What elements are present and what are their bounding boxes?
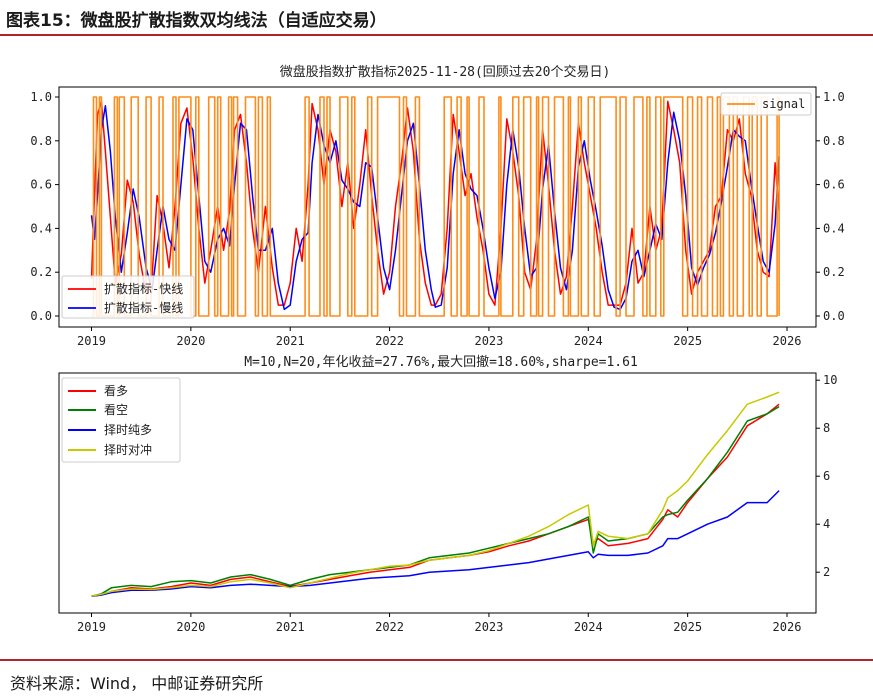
chart2-plot-frame <box>58 372 817 614</box>
x-tick-label: 2024 <box>574 334 603 348</box>
chart1-title: 微盘股指数扩散指标2025-11-28(回顾过去20个交易日) <box>280 64 611 80</box>
y-right-tick-label: 0.0 <box>823 309 845 323</box>
chart2-series-group <box>91 391 780 597</box>
x-tick-label: 2020 <box>176 620 205 634</box>
x-tick-label: 2019 <box>77 620 106 634</box>
legend-label-fast: 扩散指标-快线 <box>104 281 183 296</box>
chart2-title: M=10,N=20,年化收益=27.76%,最大回撤=18.60%,sharpe… <box>244 354 638 370</box>
y-right-tick-label: 0.2 <box>823 265 845 279</box>
y-left-tick-label: 0.8 <box>30 134 52 148</box>
chart1-series-1 <box>90 105 780 311</box>
chart1-series-2 <box>91 96 780 317</box>
x-tick-label: 2025 <box>673 620 702 634</box>
x-tick-label: 2021 <box>276 334 305 348</box>
x-tick-label: 2021 <box>276 620 305 634</box>
chart2-series-2 <box>91 490 780 597</box>
chart1-legend-right: signal <box>720 92 812 116</box>
y-right-tick-label: 0.4 <box>823 221 845 235</box>
legend-label-slow: 扩散指标-慢线 <box>104 300 183 315</box>
source-note: 资料来源：Wind， 中邮证券研究所 <box>10 674 264 693</box>
chart2-legend: 看多 看空 择时纯多 择时对冲 <box>61 377 181 463</box>
y-left-tick-label: 0.6 <box>30 178 52 192</box>
y-right-tick-label: 1.0 <box>823 90 845 104</box>
chart1-series-group <box>90 96 780 317</box>
chart1-series-0 <box>90 100 780 306</box>
legend-label-long: 看多 <box>104 384 128 398</box>
x-tick-label: 2022 <box>375 620 404 634</box>
x-tick-label: 2023 <box>474 620 503 634</box>
y-right-tick-label: 8 <box>823 421 830 435</box>
chart2-series-0 <box>91 403 780 597</box>
y-right-tick-label: 2 <box>823 565 830 579</box>
x-tick-label: 2025 <box>673 334 702 348</box>
x-tick-label: 2019 <box>77 334 106 348</box>
x-tick-label: 2020 <box>176 334 205 348</box>
y-left-tick-label: 0.2 <box>30 265 52 279</box>
chart1-axes: 2019 2020 2021 2022 2023 2024 2025 2026 0.0 0.2 0.… <box>30 90 844 348</box>
y-right-tick-label: 4 <box>823 517 830 531</box>
chart2-series-1 <box>91 405 780 597</box>
x-tick-label: 2023 <box>474 334 503 348</box>
y-left-tick-label: 1.0 <box>30 90 52 104</box>
x-tick-label: 2026 <box>773 620 802 634</box>
chart1-plot-frame <box>58 86 817 328</box>
chart2-series-3 <box>91 391 780 597</box>
x-tick-label: 2026 <box>773 334 802 348</box>
y-left-tick-label: 0.4 <box>30 221 52 235</box>
y-right-tick-label: 0.6 <box>823 178 845 192</box>
chart1-legend-left: 扩散指标-快线 扩散指标-慢线 <box>61 275 195 319</box>
y-right-tick-label: 0.8 <box>823 134 845 148</box>
y-right-tick-label: 10 <box>823 373 837 387</box>
x-tick-label: 2024 <box>574 620 603 634</box>
title-rule <box>0 34 873 36</box>
x-tick-label: 2022 <box>375 334 404 348</box>
source-rule <box>0 659 873 661</box>
legend-label-timing-long: 择时纯多 <box>104 423 152 437</box>
y-left-tick-label: 0.0 <box>30 309 52 323</box>
legend-label-timing-hedge: 择时对冲 <box>104 442 152 457</box>
y-right-tick-label: 6 <box>823 469 830 483</box>
figure-title: 图表15：微盘股扩散指数双均线法（自适应交易） <box>6 11 387 31</box>
chart2-axes: 2019 2020 2021 2022 2023 2024 2025 2026 2 4 6 8 10 <box>77 373 837 634</box>
legend-label-signal: signal <box>762 97 805 111</box>
legend-label-short: 看空 <box>104 403 128 417</box>
